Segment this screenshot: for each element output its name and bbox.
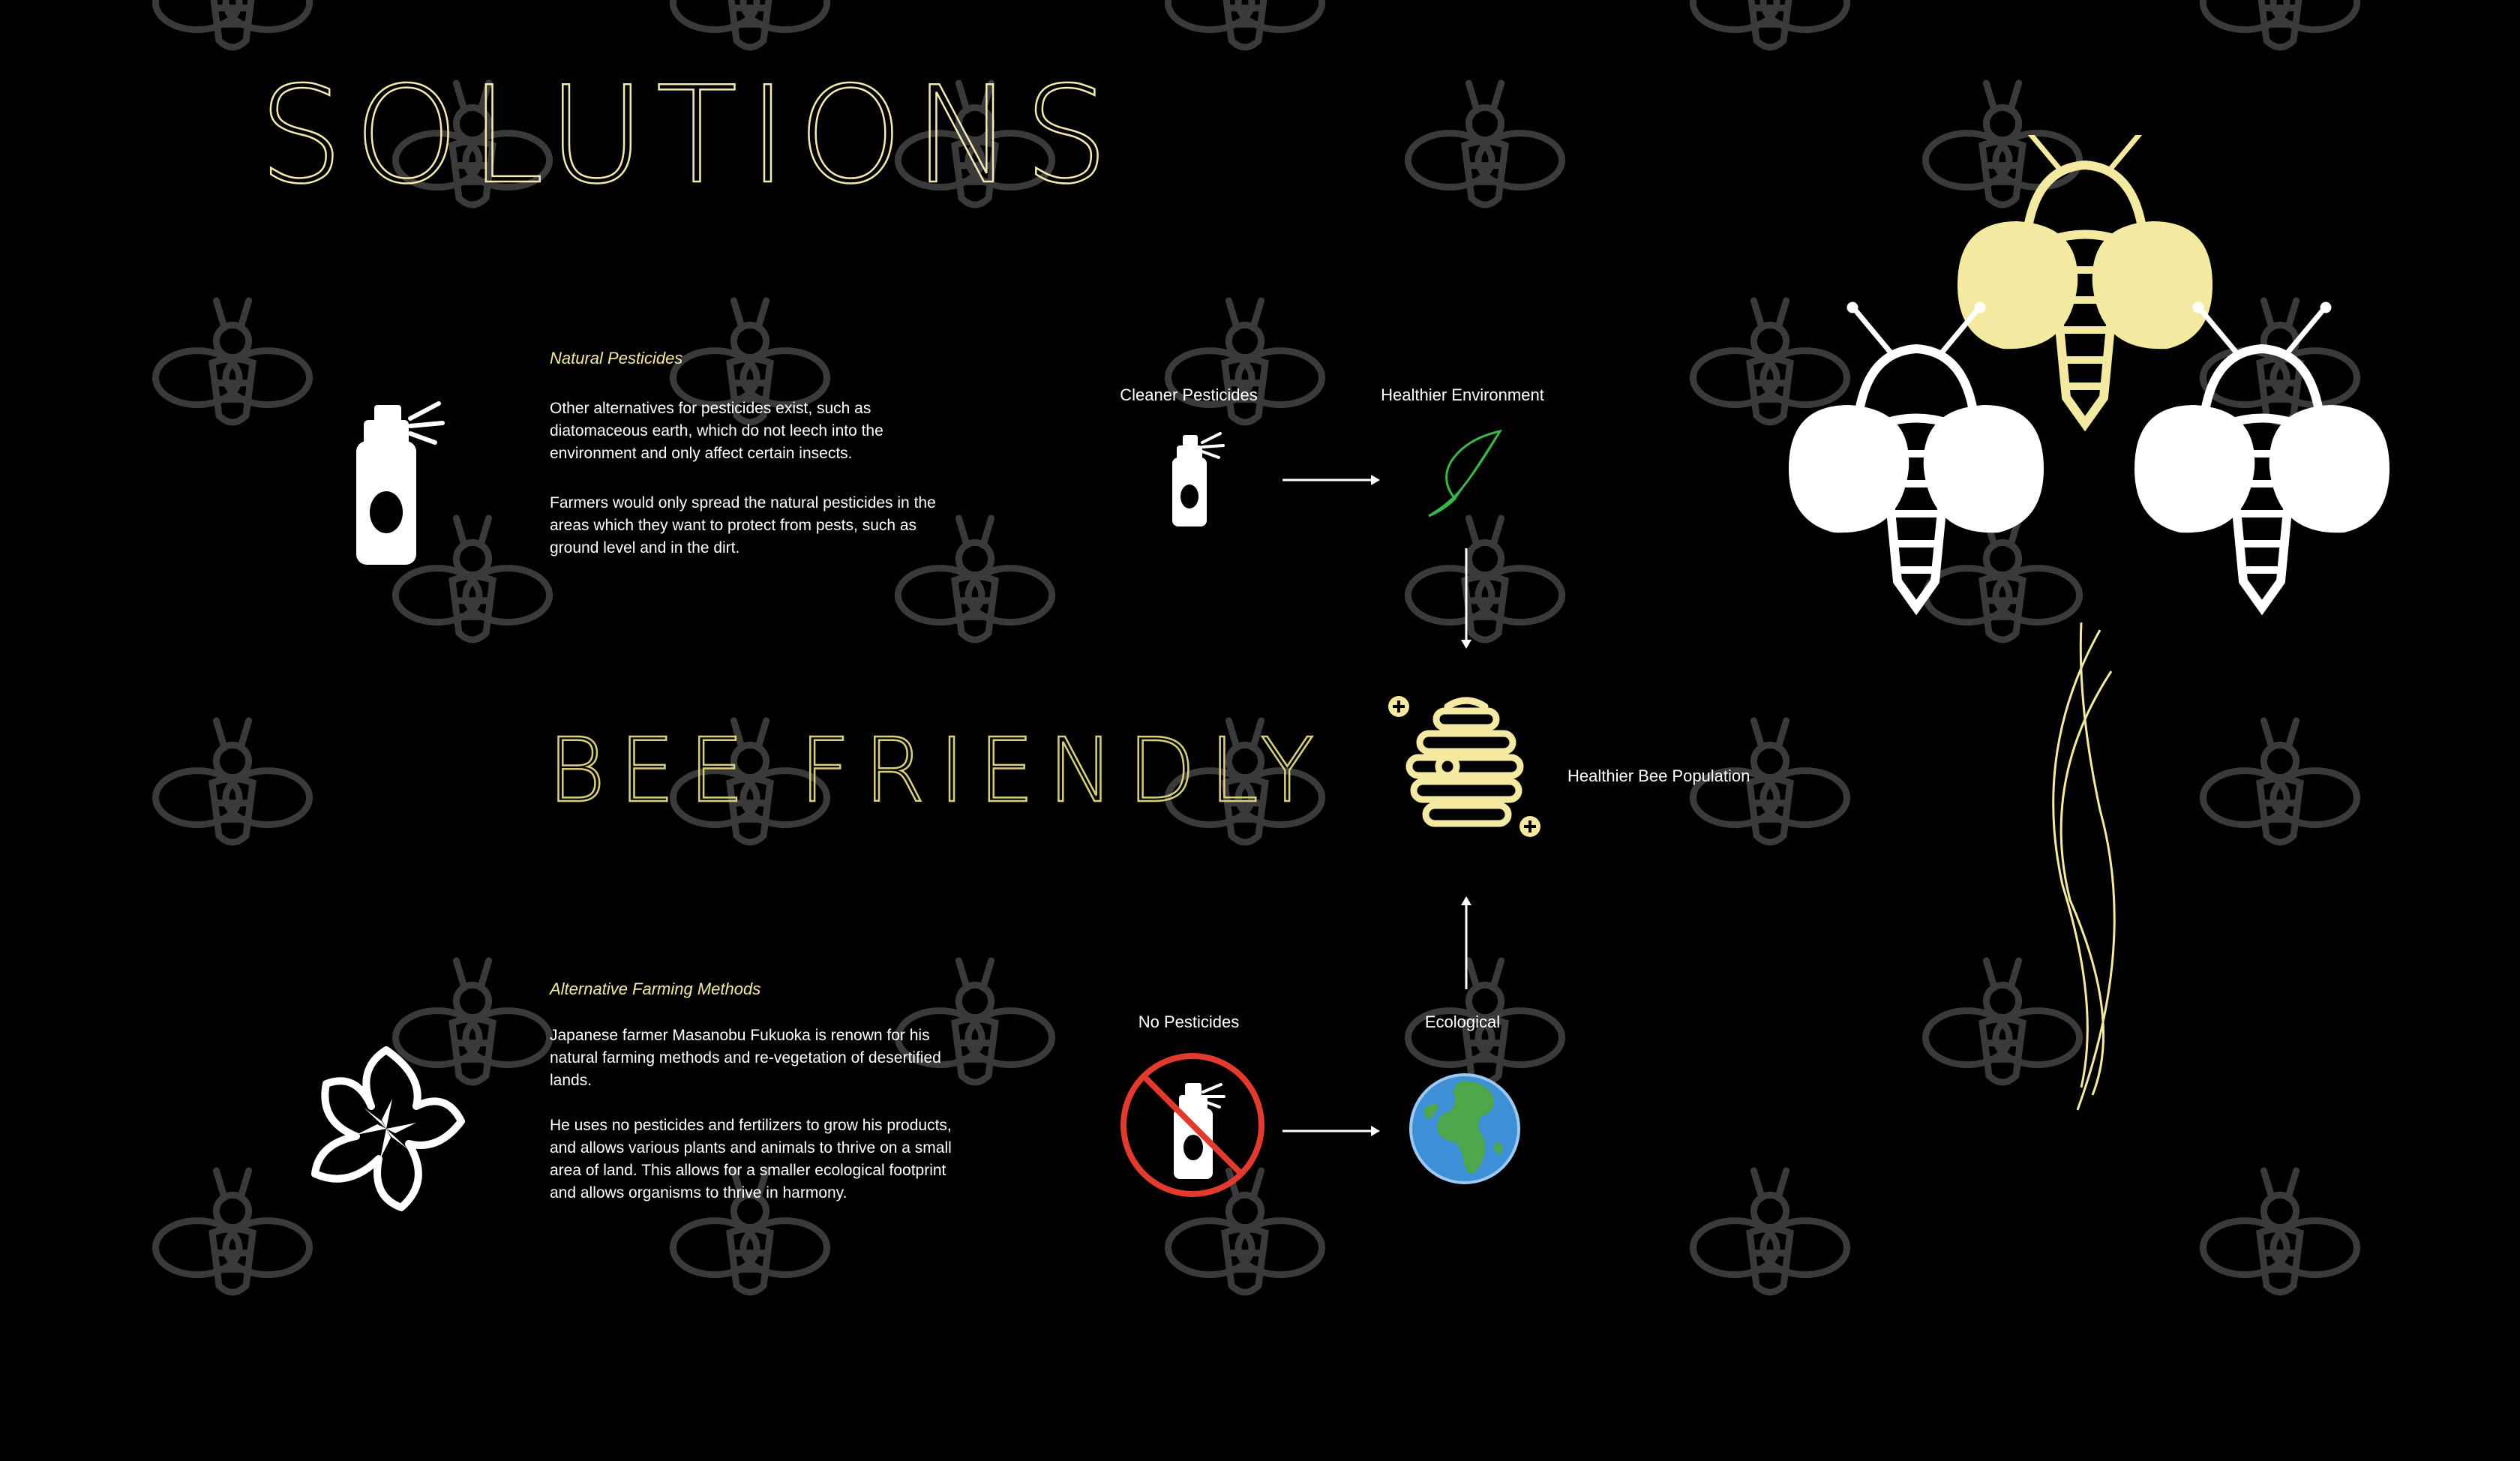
natural-pesticides-heading: Natural Pesticides bbox=[550, 349, 683, 368]
pattern-bee-icon bbox=[1693, 0, 1846, 47]
ecological-label: Ecological bbox=[1424, 1012, 1501, 1031]
globe-icon bbox=[1409, 1073, 1520, 1184]
leaf-icon bbox=[1428, 429, 1503, 518]
pattern-bee-icon bbox=[155, 721, 309, 842]
pattern-bee-icon bbox=[155, 301, 309, 422]
healthier-bee-population-label: Healthier Bee Population bbox=[1568, 766, 1750, 785]
pattern-bee-icon bbox=[1168, 0, 1322, 47]
flower-icon bbox=[311, 1046, 465, 1211]
no-spray-icon bbox=[1120, 1053, 1264, 1197]
alternative-farming-heading: Alternative Farming Methods bbox=[550, 980, 761, 998]
pattern-bee-icon bbox=[1408, 518, 1562, 640]
arrow-right-bottom bbox=[1282, 1126, 1380, 1136]
arrow-up bbox=[1461, 896, 1472, 989]
solutions-title: SOLUTIONS bbox=[258, 58, 1120, 213]
bee-balloons-illustration bbox=[1789, 135, 2390, 1111]
pattern-bee-icon bbox=[1408, 83, 1562, 205]
pattern-bee-icon bbox=[155, 1171, 309, 1292]
pattern-bee-icon bbox=[2203, 0, 2356, 47]
natural-pesticides-para1: Other alternatives for pesticides exist,… bbox=[550, 400, 884, 462]
arrow-down bbox=[1461, 548, 1472, 649]
pattern-bee-icon bbox=[155, 0, 309, 47]
healthier-environment-label: Healthier Environment bbox=[1381, 386, 1544, 404]
alternative-farming-para1: Japanese farmer Masanobu Fukuoka is reno… bbox=[550, 1027, 941, 1089]
spray-can-icon bbox=[356, 401, 445, 565]
beehive-icon bbox=[1388, 696, 1540, 837]
alternative-farming-para2: He uses no pesticides and fertilizers to… bbox=[550, 1117, 952, 1202]
no-pesticides-label: No Pesticides bbox=[1138, 1012, 1240, 1031]
cleaner-pesticides-label: Cleaner Pesticides bbox=[1120, 386, 1258, 404]
arrow-right-top bbox=[1282, 475, 1380, 485]
bee-friendly-title: BEE FRIENDLY bbox=[547, 718, 1328, 822]
small-spray-can-icon bbox=[1172, 432, 1225, 526]
natural-pesticides-para2: Farmers would only spread the natural pe… bbox=[550, 494, 936, 556]
pattern-bee-icon bbox=[673, 0, 826, 47]
